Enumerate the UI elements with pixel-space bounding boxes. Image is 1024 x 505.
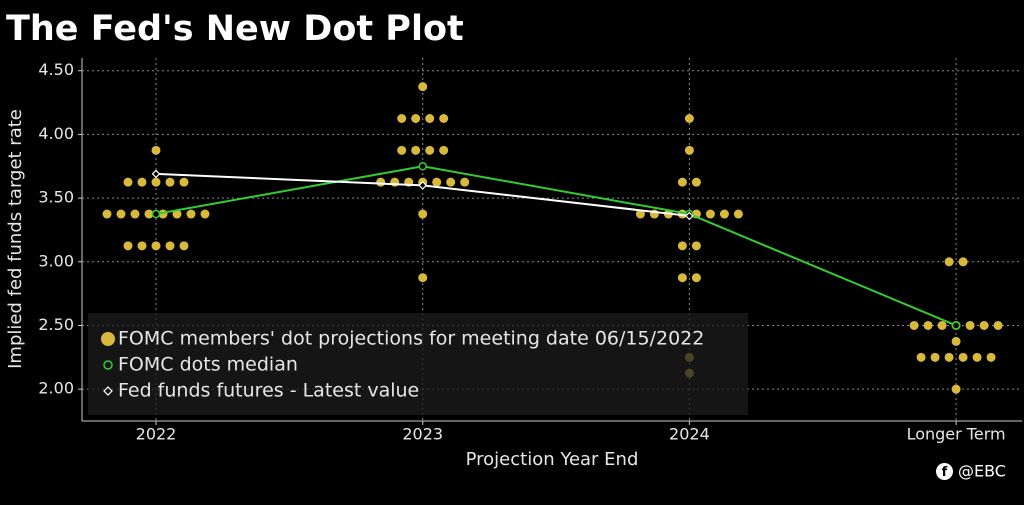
dot (944, 257, 954, 267)
y-axis-label: Implied fed funds target rate (5, 109, 26, 369)
dot (418, 82, 428, 92)
x-tick-label: Longer Term (907, 425, 1006, 444)
legend-label: FOMC members' dot projections for meetin… (118, 328, 704, 350)
dot (137, 241, 147, 251)
dot (151, 241, 161, 251)
dot (376, 177, 386, 187)
dot (397, 114, 407, 123)
dot (418, 273, 428, 283)
dot (144, 209, 154, 219)
dot (986, 352, 996, 362)
y-tick-label: 2.00 (38, 379, 74, 398)
legend-box (88, 313, 748, 415)
watermark-icon: f (936, 463, 953, 480)
dot (411, 145, 421, 155)
dot (165, 241, 175, 251)
dot (719, 209, 729, 219)
dot (923, 320, 933, 330)
futures-marker (685, 211, 694, 221)
y-tick-label: 3.50 (38, 188, 74, 207)
futures-marker (418, 181, 428, 190)
median-line (155, 165, 957, 327)
dot (958, 352, 968, 362)
svg-text:f: f (942, 465, 948, 480)
dot (635, 209, 645, 219)
dot (179, 241, 189, 251)
legend-label: Fed funds futures - Latest value (118, 380, 419, 402)
x-tick-label: 2022 (136, 425, 177, 444)
legend: FOMC members' dot projections for meetin… (88, 313, 748, 415)
dot (958, 257, 968, 267)
dot (123, 241, 133, 251)
dot (425, 114, 435, 123)
dot (432, 177, 442, 187)
dot (102, 209, 112, 219)
dot (944, 352, 954, 362)
legend-label: FOMC dots median (118, 354, 298, 376)
dot (200, 209, 210, 219)
dot (965, 320, 975, 330)
dot (677, 241, 687, 251)
median-marker (418, 162, 427, 171)
dot (411, 114, 421, 123)
dot (691, 241, 701, 251)
dot (186, 209, 196, 219)
dot (439, 145, 449, 155)
y-tick-label: 3.00 (38, 251, 74, 270)
dot (418, 209, 428, 219)
dot (705, 209, 715, 219)
y-tick-label: 4.50 (38, 60, 74, 79)
dot (677, 177, 687, 187)
dot (993, 320, 1003, 330)
dot (972, 352, 982, 362)
x-tick-label: 2023 (402, 425, 443, 444)
x-axis-label: Projection Year End (466, 449, 639, 470)
dot (460, 177, 470, 187)
dot (916, 352, 926, 362)
legend-swatch (101, 332, 115, 346)
dot (930, 352, 940, 362)
dot (130, 209, 140, 219)
dot (937, 320, 947, 330)
watermark: @EBC (958, 462, 1006, 481)
dot (691, 273, 701, 283)
y-tick-label: 4.00 (38, 124, 74, 143)
dot (172, 209, 182, 219)
dot (951, 336, 961, 346)
dot (951, 384, 961, 394)
dot (425, 145, 435, 155)
x-tick-label: 2024 (669, 425, 710, 444)
dot (684, 145, 694, 155)
dot (165, 177, 175, 187)
dot (439, 114, 449, 123)
dot (123, 177, 133, 187)
futures-marker (151, 169, 161, 179)
dot (137, 177, 147, 187)
dot (151, 145, 161, 155)
median-marker (151, 209, 161, 219)
y-tick-label: 2.50 (38, 315, 74, 334)
dot (733, 209, 743, 219)
legend-swatch (103, 386, 113, 396)
dot (909, 320, 919, 330)
legend-swatch (103, 360, 113, 370)
dot (446, 177, 456, 187)
dot (691, 177, 701, 187)
dot (179, 177, 189, 187)
dot (979, 320, 989, 330)
dot (116, 209, 126, 219)
median-marker (951, 321, 961, 330)
dot (390, 177, 400, 187)
dot (151, 177, 161, 187)
dot (397, 145, 407, 155)
chart-title: The Fed's New Dot Plot (6, 9, 464, 49)
dot (677, 273, 687, 283)
dot (684, 114, 694, 123)
